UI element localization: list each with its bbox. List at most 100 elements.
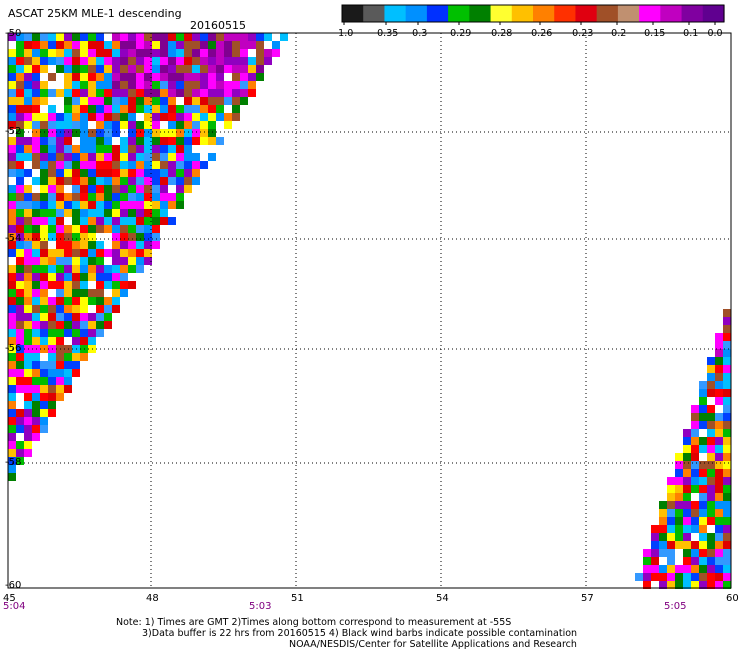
data-cell	[64, 321, 72, 329]
data-cell	[152, 65, 160, 73]
data-cell	[32, 49, 40, 57]
data-cell	[120, 201, 128, 209]
data-cell	[64, 81, 72, 89]
data-cell	[112, 145, 120, 153]
data-cell	[723, 429, 731, 437]
data-cell	[96, 185, 104, 193]
data-cell	[80, 169, 88, 177]
data-cell	[160, 121, 168, 129]
data-cell	[32, 257, 40, 265]
data-cell	[88, 193, 96, 201]
data-cell	[200, 41, 208, 49]
data-cell	[104, 73, 112, 81]
data-cell	[160, 177, 168, 185]
data-cell	[48, 137, 56, 145]
data-cell	[699, 477, 707, 485]
data-cell	[651, 549, 659, 557]
data-cell	[707, 469, 715, 477]
data-cell	[168, 217, 176, 225]
data-cell	[683, 549, 691, 557]
data-cell	[72, 321, 80, 329]
data-cell	[16, 65, 24, 73]
data-cell	[723, 477, 731, 485]
data-cell	[96, 129, 104, 137]
data-cell	[192, 161, 200, 169]
data-cell	[675, 461, 683, 469]
data-cell	[240, 33, 248, 41]
data-cell	[144, 169, 152, 177]
data-cell	[8, 129, 16, 137]
data-cell	[112, 161, 120, 169]
data-cell	[56, 241, 64, 249]
data-cell	[224, 113, 232, 121]
data-cell	[184, 57, 192, 65]
data-cell	[40, 49, 48, 57]
data-cell	[723, 325, 731, 333]
data-cell	[128, 129, 136, 137]
data-cell	[56, 233, 64, 241]
data-cell	[168, 137, 176, 145]
data-cell	[675, 493, 683, 501]
data-cell	[72, 273, 80, 281]
data-cell	[56, 49, 64, 57]
data-cell	[224, 73, 232, 81]
data-cell	[691, 405, 699, 413]
data-cell	[72, 369, 80, 377]
data-cell	[56, 81, 64, 89]
data-cell	[184, 153, 192, 161]
data-cell	[120, 89, 128, 97]
data-cell	[96, 225, 104, 233]
data-cell	[64, 169, 72, 177]
data-cell	[128, 73, 136, 81]
data-cell	[48, 305, 56, 313]
data-cell	[56, 353, 64, 361]
data-cell	[16, 417, 24, 425]
data-cell	[64, 377, 72, 385]
data-cell	[16, 201, 24, 209]
data-cell	[64, 289, 72, 297]
data-cell	[16, 121, 24, 129]
data-cell	[56, 385, 64, 393]
data-cell	[715, 421, 723, 429]
data-cell	[104, 201, 112, 209]
data-cell	[40, 249, 48, 257]
data-cell	[216, 137, 224, 145]
data-cell	[136, 97, 144, 105]
data-cell	[715, 573, 723, 581]
data-cell	[40, 393, 48, 401]
data-cell	[651, 533, 659, 541]
data-cell	[208, 145, 216, 153]
data-cell	[691, 461, 699, 469]
data-cell	[48, 65, 56, 73]
data-cell	[136, 105, 144, 113]
data-cell	[176, 137, 184, 145]
data-cell	[200, 145, 208, 153]
data-cell	[40, 217, 48, 225]
data-cell	[88, 289, 96, 297]
data-cell	[144, 201, 152, 209]
data-cell	[707, 533, 715, 541]
data-cell	[40, 425, 48, 433]
data-cell	[56, 305, 64, 313]
data-cell	[56, 41, 64, 49]
data-cell	[691, 565, 699, 573]
data-cell	[16, 185, 24, 193]
data-cell	[32, 241, 40, 249]
data-cell	[168, 121, 176, 129]
colorbar-segment	[384, 5, 407, 22]
data-cell	[675, 581, 683, 589]
data-cell	[16, 233, 24, 241]
data-cell	[96, 153, 104, 161]
data-cell	[16, 57, 24, 65]
data-cell	[32, 385, 40, 393]
data-cell	[64, 185, 72, 193]
data-cell	[160, 41, 168, 49]
data-cell	[160, 73, 168, 81]
data-cell	[16, 337, 24, 345]
data-cell	[8, 457, 16, 465]
data-cell	[56, 89, 64, 97]
data-cell	[56, 297, 64, 305]
data-cell	[675, 469, 683, 477]
data-cell	[24, 49, 32, 57]
data-cell	[64, 201, 72, 209]
